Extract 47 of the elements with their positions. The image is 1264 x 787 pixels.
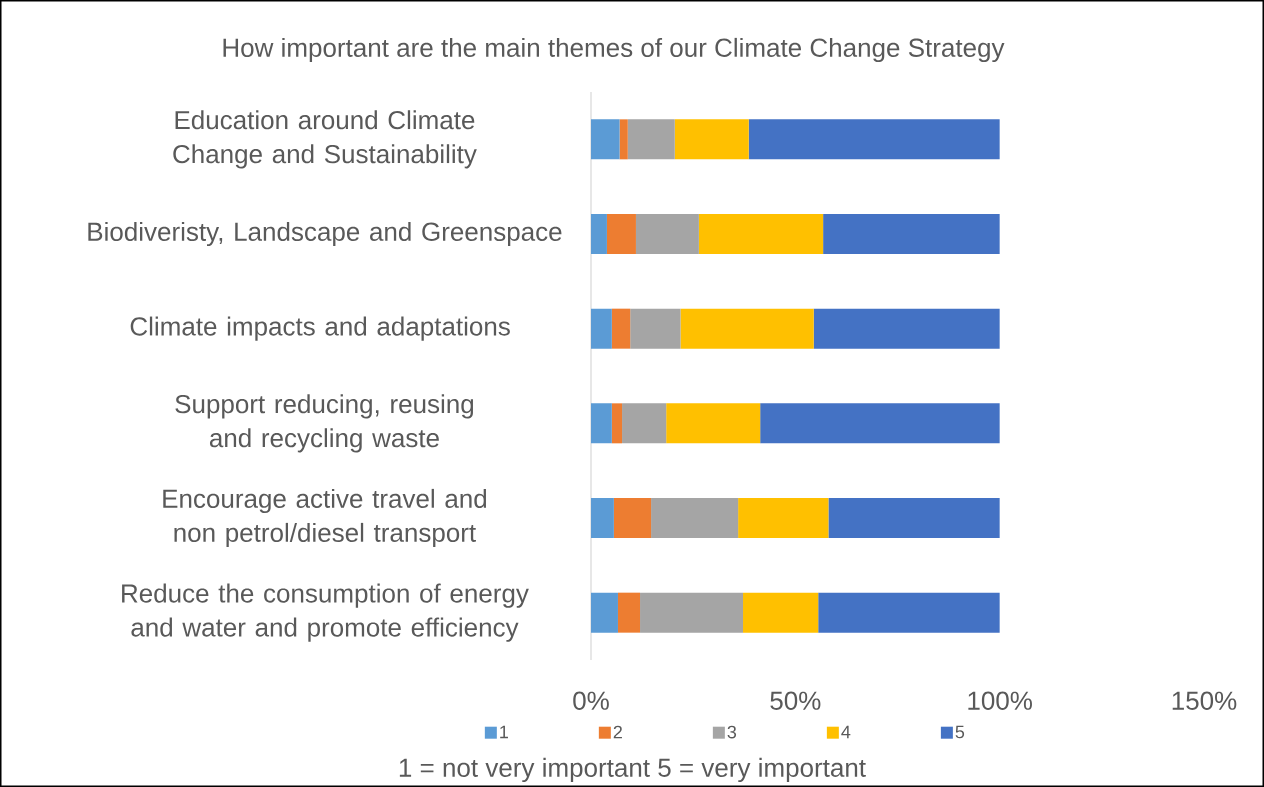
bar: [611, 308, 631, 349]
chart-title: How important are the main themes of our Climate Change Strategy: [223, 37, 1005, 63]
legend-label: 3: [727, 725, 737, 739]
bar: [617, 592, 641, 633]
bar: [591, 119, 620, 160]
bar: [622, 403, 667, 444]
y-tick-label: Biodiveristy, Landscape and Greenspace: [88, 221, 562, 247]
bar: [591, 592, 618, 633]
legend-label: 4: [841, 725, 851, 739]
text: 1 = not very important 5 = very important: [399, 757, 866, 783]
x-tick-label: 0%: [573, 691, 609, 710]
y-tick-label: Reduce the consumption of energy and water and promote efficiency: [122, 583, 529, 642]
y-tick-label: Climate impacts and adaptations: [130, 316, 510, 341]
y-tick-label: Encourage active travel and non petrol/diesel transport: [163, 488, 487, 548]
legend-label: 5: [955, 725, 965, 739]
x-tick-label: 100%: [968, 691, 1032, 710]
x-tick-label: 150%: [1172, 691, 1237, 710]
bar: [613, 498, 652, 538]
bar: [818, 592, 1000, 633]
bar: [619, 119, 628, 160]
bar: [823, 214, 1000, 254]
bar: [635, 214, 699, 254]
y-tick-label: Education around Climate Change and Sustainability: [173, 110, 477, 169]
bar: [674, 119, 749, 160]
bar: [828, 498, 1000, 538]
bar: [591, 214, 607, 254]
x-tick-label: 50%: [770, 691, 821, 710]
bar: [640, 592, 744, 633]
bar: [627, 119, 675, 160]
bar: [591, 403, 612, 444]
bar: [813, 308, 1000, 349]
legend-label: 2: [613, 725, 622, 739]
legend-label: 1: [500, 725, 508, 739]
bar: [591, 308, 612, 349]
bar: [666, 403, 761, 444]
bar: [680, 308, 814, 349]
bar: [591, 498, 614, 538]
bar: [738, 498, 829, 538]
bar: [748, 119, 1000, 160]
y-tick-label: Support reducing, reusing and recycling waste: [175, 394, 474, 453]
bar: [606, 214, 636, 254]
bar: [630, 308, 681, 349]
bar: [760, 403, 1000, 444]
bar: [698, 214, 824, 254]
bar: [651, 498, 739, 538]
bar: [611, 403, 623, 444]
bar: [743, 592, 819, 633]
